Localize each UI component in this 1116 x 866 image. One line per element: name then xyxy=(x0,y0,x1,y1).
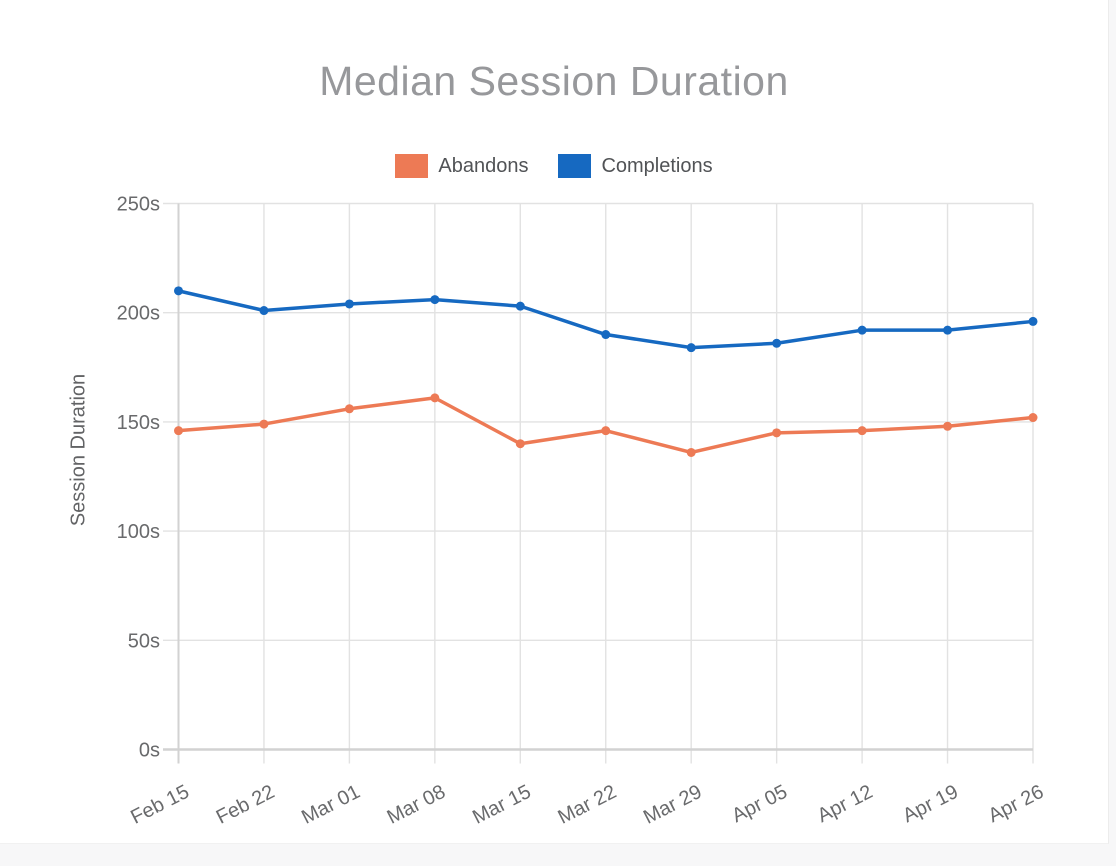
legend-item-abandons[interactable]: Abandons xyxy=(395,154,528,178)
data-point-completions[interactable] xyxy=(857,325,867,335)
x-tick-label: Apr 05 xyxy=(728,781,791,827)
data-point-completions[interactable] xyxy=(772,338,782,348)
x-tick-label: Mar 01 xyxy=(298,781,363,829)
legend-label-abandons: Abandons xyxy=(438,154,529,177)
y-tick-label: 100s xyxy=(117,521,160,543)
data-point-abandons[interactable] xyxy=(601,426,611,436)
data-point-completions[interactable] xyxy=(259,306,269,316)
x-tick-label: Feb 15 xyxy=(127,781,192,829)
data-point-completions[interactable] xyxy=(601,330,611,340)
data-point-abandons[interactable] xyxy=(943,421,953,431)
data-point-completions[interactable] xyxy=(943,325,953,335)
legend-label-completions: Completions xyxy=(601,154,713,177)
y-tick-label: 200s xyxy=(117,303,160,325)
y-tick-label: 50s xyxy=(128,630,160,652)
data-point-abandons[interactable] xyxy=(515,439,525,449)
y-tick-label: 250s xyxy=(117,194,160,216)
completions-swatch-icon xyxy=(558,154,592,178)
chart-legend: Abandons Completions xyxy=(0,154,1108,178)
x-tick-label: Feb 22 xyxy=(213,781,278,829)
x-tick-label: Apr 12 xyxy=(814,781,877,827)
data-point-completions[interactable] xyxy=(515,301,525,311)
x-tick-label: Mar 08 xyxy=(384,781,449,829)
legend-item-completions[interactable]: Completions xyxy=(558,154,713,178)
data-point-abandons[interactable] xyxy=(259,419,269,429)
data-point-completions[interactable] xyxy=(344,299,354,309)
data-point-abandons[interactable] xyxy=(1028,413,1038,423)
data-point-abandons[interactable] xyxy=(857,426,867,436)
chart-title: Median Session Duration xyxy=(319,58,789,104)
data-point-abandons[interactable] xyxy=(344,404,354,414)
data-point-completions[interactable] xyxy=(1028,316,1038,326)
x-tick-label: Apr 19 xyxy=(899,781,962,827)
data-point-abandons[interactable] xyxy=(772,428,782,438)
data-point-abandons[interactable] xyxy=(174,426,183,436)
y-tick-label: 150s xyxy=(117,412,160,434)
data-point-completions[interactable] xyxy=(174,286,183,296)
data-point-abandons[interactable] xyxy=(686,447,696,457)
data-point-completions[interactable] xyxy=(686,343,696,353)
data-point-completions[interactable] xyxy=(430,295,440,305)
y-tick-label: 0s xyxy=(139,740,160,762)
x-tick-label: Mar 22 xyxy=(555,781,620,829)
chart-card: Median Session Duration Abandons Complet… xyxy=(0,0,1109,844)
x-tick-label: Apr 26 xyxy=(985,781,1048,827)
data-point-abandons[interactable] xyxy=(430,393,440,403)
x-tick-label: Mar 15 xyxy=(469,781,534,829)
abandons-swatch-icon xyxy=(395,154,429,178)
x-tick-label: Mar 29 xyxy=(640,781,705,829)
